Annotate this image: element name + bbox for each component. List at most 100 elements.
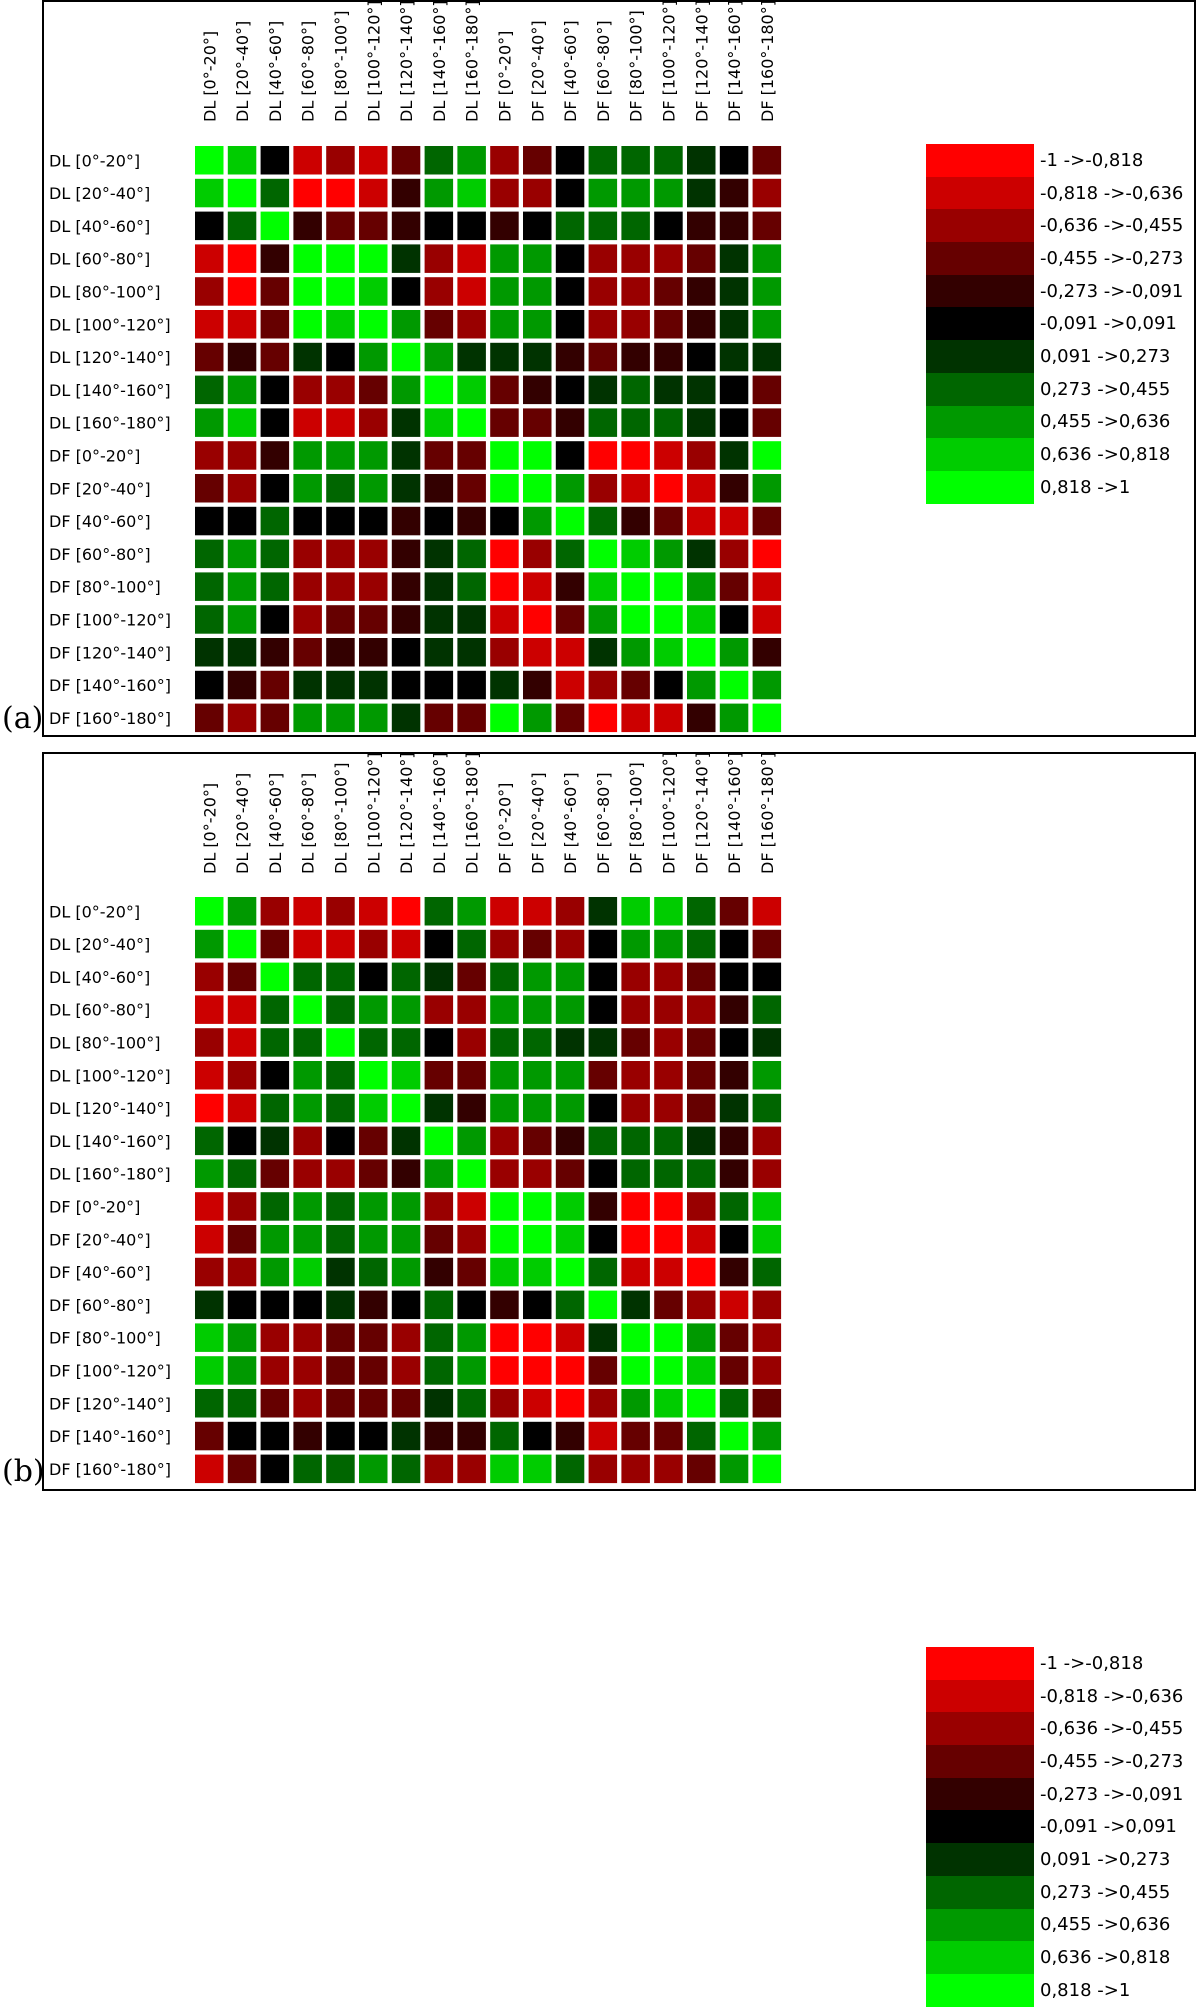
heatmap-cell xyxy=(752,638,782,667)
heatmap-cell xyxy=(260,146,290,175)
legend-swatch xyxy=(926,340,1034,373)
legend-label: -0,273 ->-0,091 xyxy=(1040,1783,1184,1805)
heatmap-cell xyxy=(359,995,388,1024)
heatmap-cell xyxy=(752,1093,782,1123)
heatmap-cell xyxy=(588,146,618,175)
heatmap-cell xyxy=(457,1061,486,1090)
heatmap-cell xyxy=(359,1323,388,1352)
heatmap-cell xyxy=(293,146,322,175)
heatmap-cell xyxy=(621,1421,650,1451)
heatmap-cell xyxy=(293,178,322,208)
heatmap-cell xyxy=(391,178,421,208)
heatmap-cell xyxy=(621,1159,650,1188)
legend-label: -0,636 ->-0,455 xyxy=(1040,215,1184,237)
heatmap-cell xyxy=(326,1159,355,1188)
heatmap-cell xyxy=(326,1225,355,1254)
heatmap-cell xyxy=(227,897,257,926)
heatmap-cell xyxy=(588,1093,618,1123)
heatmap-cell xyxy=(227,1356,257,1385)
heatmap-cell xyxy=(752,342,782,372)
heatmap-cell xyxy=(523,211,552,241)
heatmap-cell xyxy=(588,211,618,241)
heatmap-cell xyxy=(195,342,224,372)
heatmap-cell xyxy=(621,962,650,992)
row-label: DF [160°-180°] xyxy=(49,1460,171,1479)
column-label: DL [100°-120°] xyxy=(364,754,383,874)
heatmap-cell xyxy=(752,1257,782,1287)
heatmap-cell xyxy=(457,1192,486,1221)
heatmap-cell xyxy=(260,1421,290,1451)
heatmap-cell xyxy=(457,1421,486,1451)
heatmap-cell xyxy=(654,1225,683,1254)
heatmap-cell xyxy=(719,703,749,733)
heatmap-cell xyxy=(326,506,355,536)
heatmap-cell xyxy=(326,342,355,372)
heatmap-cell xyxy=(260,1093,290,1123)
heatmap-cell xyxy=(654,1356,683,1385)
legend-swatch xyxy=(926,1843,1034,1876)
heatmap-cell xyxy=(457,146,486,175)
heatmap-cell xyxy=(687,375,716,405)
legend-item: 0,636 ->0,818 xyxy=(926,1941,1183,1974)
heatmap-cell xyxy=(391,703,421,733)
panel-letter-a: (a) xyxy=(2,701,44,736)
heatmap-cell xyxy=(490,703,519,733)
heatmap-cell xyxy=(687,539,716,569)
heatmap-cell xyxy=(326,1257,355,1287)
legend-item: -0,455 ->-0,273 xyxy=(926,242,1183,275)
heatmap-cell xyxy=(490,1323,519,1352)
heatmap-cell xyxy=(326,474,355,503)
heatmap-cell xyxy=(490,1028,519,1057)
heatmap-cell xyxy=(621,1454,650,1484)
row-label: DL [120°-140°] xyxy=(49,1099,171,1118)
heatmap-cell xyxy=(490,1093,519,1123)
row-label: DL [60°-80°] xyxy=(49,1001,150,1020)
heatmap-cell xyxy=(752,962,782,992)
column-label: DL [160°-180°] xyxy=(463,2,482,122)
heatmap-cell xyxy=(326,929,355,959)
heatmap-cell xyxy=(457,211,486,241)
legend-label: -0,273 ->-0,091 xyxy=(1040,280,1184,302)
heatmap-cell xyxy=(752,539,782,569)
heatmap-cell xyxy=(227,1093,257,1123)
heatmap-cell xyxy=(654,1061,683,1090)
heatmap-cell xyxy=(359,178,388,208)
heatmap-cell xyxy=(588,572,618,601)
legend-swatch xyxy=(926,1973,1034,2007)
heatmap-cell xyxy=(719,342,749,372)
heatmap-cell xyxy=(621,1061,650,1090)
heatmap-cell xyxy=(195,1061,224,1090)
heatmap-cell xyxy=(391,310,421,339)
heatmap-cell xyxy=(227,1225,257,1254)
heatmap-cell xyxy=(391,929,421,959)
legend-label: -0,455 ->-0,273 xyxy=(1040,247,1184,269)
column-label: DF [140°-160°] xyxy=(725,2,744,122)
heatmap-cell xyxy=(227,1126,257,1156)
heatmap-cell xyxy=(424,1421,454,1451)
heatmap-cell xyxy=(260,1061,290,1090)
heatmap-cell xyxy=(457,897,486,926)
column-label: DL [80°-100°] xyxy=(331,763,350,874)
legend-swatch xyxy=(926,1777,1034,1811)
heatmap-cell xyxy=(293,1290,322,1320)
heatmap-cell xyxy=(719,1454,749,1484)
column-label: DL [60°-80°] xyxy=(299,21,318,122)
heatmap-cell xyxy=(719,375,749,405)
heatmap-cell xyxy=(293,1192,322,1221)
heatmap-cell xyxy=(424,310,454,339)
heatmap-cell xyxy=(752,929,782,959)
heatmap-cell xyxy=(719,1093,749,1123)
heatmap-cell xyxy=(588,178,618,208)
heatmap-cell xyxy=(424,1126,454,1156)
heatmap-cell xyxy=(391,605,421,634)
heatmap-cell xyxy=(490,1290,519,1320)
heatmap-cell xyxy=(195,1126,224,1156)
heatmap-cell xyxy=(588,244,618,273)
heatmap-cell xyxy=(457,375,486,405)
heatmap-cell xyxy=(227,703,257,733)
heatmap-cell xyxy=(359,441,388,470)
column-label: DL [20°-40°] xyxy=(233,21,252,122)
heatmap-a: DL [0°-20°] DL [20°-40°] DL [40°-60°] DL [6… xyxy=(49,2,782,733)
heatmap-cell xyxy=(391,1454,421,1484)
heatmap-cell xyxy=(654,244,683,273)
